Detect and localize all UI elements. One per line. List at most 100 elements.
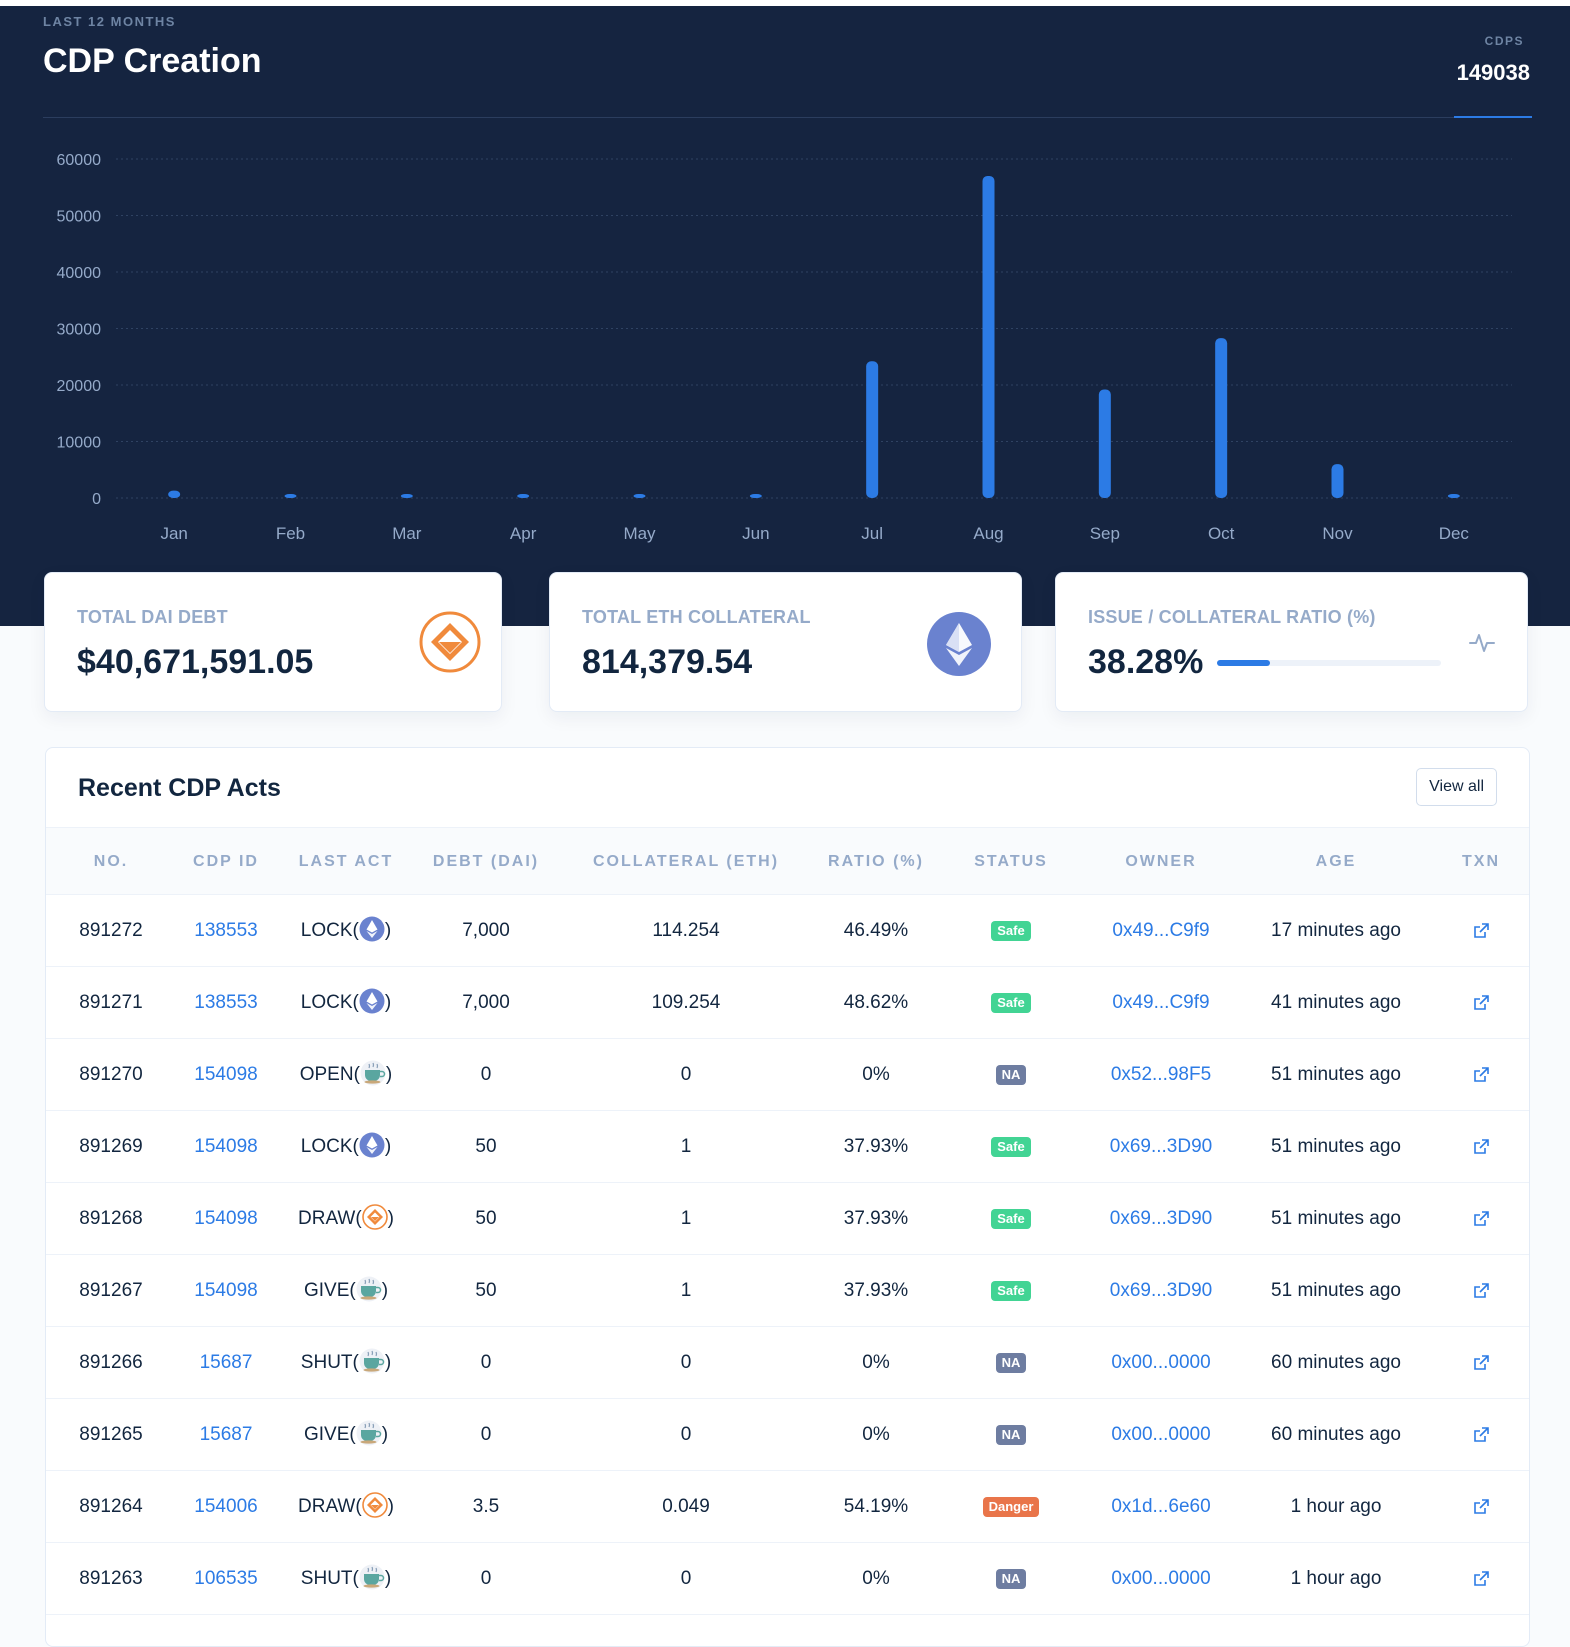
debt-cell: 50 xyxy=(475,1208,497,1229)
y-tick-label: 60000 xyxy=(57,152,102,169)
cdp-id-link[interactable]: 154098 xyxy=(194,1280,258,1301)
age-cell: 41 minutes ago xyxy=(1271,992,1401,1013)
debt-cell: 0 xyxy=(480,1424,492,1445)
y-tick-label: 30000 xyxy=(57,322,102,339)
y-tick-label: 0 xyxy=(92,491,101,508)
age-cell: 51 minutes ago xyxy=(1271,1064,1401,1085)
dai-icon xyxy=(419,611,481,673)
chart-header-section: LAST 12 MONTHS CDP Creation CDPS 149038 … xyxy=(0,6,1570,626)
col-header-cdp-id: CDP ID xyxy=(193,853,259,870)
owner-link[interactable]: 0x52...98F5 xyxy=(1110,1064,1212,1085)
coll-cell: 1 xyxy=(680,1136,692,1157)
bar-oct[interactable] xyxy=(1215,338,1228,498)
txn-cell[interactable] xyxy=(1446,1183,1516,1255)
cdp-id-link[interactable]: 15687 xyxy=(199,1352,253,1373)
stat-value: 38.28% xyxy=(1088,643,1204,681)
status-badge: NA xyxy=(995,1424,1027,1445)
owner-link[interactable]: 0x69...3D90 xyxy=(1109,1280,1213,1301)
txn-cell[interactable] xyxy=(1446,1543,1516,1615)
txn-cell[interactable] xyxy=(1446,895,1516,967)
table-row: 891265 15687 GIVE() 0 0 0% NA 0x00...0000 60 min… xyxy=(46,1399,1529,1471)
cdp-id-link[interactable]: 154098 xyxy=(194,1136,258,1157)
table-row: 891264 154006 DRAW() 3.5 0.049 54.19% Danger 0x… xyxy=(46,1471,1529,1543)
owner-link[interactable]: 0x69...3D90 xyxy=(1109,1208,1213,1229)
external-link-icon[interactable] xyxy=(1472,1138,1490,1156)
bar-jun[interactable] xyxy=(749,494,762,498)
external-link-icon[interactable] xyxy=(1472,1426,1490,1444)
owner-link[interactable]: 0x00...0000 xyxy=(1111,1424,1211,1445)
cdp-id-link[interactable]: 106535 xyxy=(194,1568,258,1589)
ratio-cell: 0% xyxy=(862,1568,890,1589)
bar-apr[interactable] xyxy=(517,494,530,498)
ratio-cell: 37.93% xyxy=(843,1208,909,1229)
x-tick-label: Jun xyxy=(742,524,769,543)
table-row: 891263 106535 SHUT() 0 0 0% NA 0x00...0000 1 hou… xyxy=(46,1543,1529,1615)
cdp-id-link[interactable]: 154098 xyxy=(194,1064,258,1085)
ratio-cell: 37.93% xyxy=(843,1136,909,1157)
bar-feb[interactable] xyxy=(284,494,297,498)
txn-cell[interactable] xyxy=(1446,1471,1516,1543)
txn-cell[interactable] xyxy=(1446,1111,1516,1183)
cdp-id-link[interactable]: 15687 xyxy=(199,1424,253,1445)
cdp-id-link[interactable]: 154006 xyxy=(194,1496,258,1517)
owner-link[interactable]: 0x69...3D90 xyxy=(1109,1136,1213,1157)
act-label: SHUT xyxy=(300,1568,353,1589)
external-link-icon[interactable] xyxy=(1472,1354,1490,1372)
bar-nov[interactable] xyxy=(1331,464,1344,498)
debt-cell: 50 xyxy=(475,1136,497,1157)
debt-cell: 0 xyxy=(480,1064,492,1085)
act-label: DRAW xyxy=(298,1496,356,1517)
bar-jan[interactable] xyxy=(168,490,181,498)
bar-jul[interactable] xyxy=(866,361,879,498)
cdp-id-link[interactable]: 138553 xyxy=(194,920,258,941)
bar-mar[interactable] xyxy=(400,494,413,498)
status-badge: Safe xyxy=(991,1280,1031,1301)
bar-may[interactable] xyxy=(633,494,646,498)
bar-aug[interactable] xyxy=(982,175,995,498)
table-row: 891271 138553 LOCK() 7,000 109.254 48.62% Safe… xyxy=(46,967,1529,1039)
owner-link[interactable]: 0x00...0000 xyxy=(1111,1352,1211,1373)
age-cell: 60 minutes ago xyxy=(1271,1424,1401,1445)
view-all-button[interactable]: View all xyxy=(1416,768,1497,806)
external-link-icon[interactable] xyxy=(1472,1570,1490,1588)
col-header-ratio: RATIO (%) xyxy=(828,853,924,870)
age-cell: 17 minutes ago xyxy=(1271,920,1401,941)
cdp-id-link[interactable]: 138553 xyxy=(194,992,258,1013)
external-link-icon[interactable] xyxy=(1472,994,1490,1012)
external-link-icon[interactable] xyxy=(1472,922,1490,940)
ratio-cell: 0% xyxy=(862,1424,890,1445)
owner-link[interactable]: 0x49...C9f9 xyxy=(1112,992,1210,1013)
cdp-id-link[interactable]: 154098 xyxy=(194,1208,258,1229)
txn-cell[interactable] xyxy=(1446,1039,1516,1111)
stat-card-dai-debt: TOTAL DAI DEBT $40,671,591.05 xyxy=(44,572,502,712)
txn-cell[interactable] xyxy=(1446,1399,1516,1471)
last-act-cell: GIVE() xyxy=(286,1399,406,1471)
external-link-icon[interactable] xyxy=(1472,1210,1490,1228)
age-cell: 51 minutes ago xyxy=(1271,1208,1401,1229)
eth-icon xyxy=(359,988,385,1014)
external-link-icon[interactable] xyxy=(1472,1066,1490,1084)
y-tick-label: 20000 xyxy=(57,378,102,395)
owner-link[interactable]: 0x1d...6e60 xyxy=(1111,1496,1211,1517)
no-cell: 891268 xyxy=(79,1208,143,1229)
bar-dec[interactable] xyxy=(1447,494,1460,498)
txn-cell[interactable] xyxy=(1446,1255,1516,1327)
table-row: 891266 15687 SHUT() 0 0 0% NA 0x00...0000 60 min… xyxy=(46,1327,1529,1399)
bar-sep[interactable] xyxy=(1098,389,1111,498)
tab-cdps-count[interactable]: 149038 xyxy=(1456,60,1530,85)
status-cell: Safe xyxy=(956,895,1066,967)
debt-cell: 0 xyxy=(480,1568,492,1589)
tab-cdps-label[interactable]: CDPS xyxy=(1484,34,1524,48)
act-label: OPEN xyxy=(299,1064,354,1085)
owner-link[interactable]: 0x49...C9f9 xyxy=(1112,920,1210,941)
external-link-icon[interactable] xyxy=(1472,1498,1490,1516)
status-badge: Safe xyxy=(991,920,1031,941)
status-badge: Safe xyxy=(991,992,1031,1013)
txn-cell[interactable] xyxy=(1446,967,1516,1039)
no-cell: 891270 xyxy=(79,1064,143,1085)
owner-link[interactable]: 0x00...0000 xyxy=(1111,1568,1211,1589)
cup-icon xyxy=(359,1348,385,1374)
txn-cell[interactable] xyxy=(1446,1327,1516,1399)
external-link-icon[interactable] xyxy=(1472,1282,1490,1300)
table-row: 891267 154098 GIVE() 50 1 37.93% Safe 0x69...3D… xyxy=(46,1255,1529,1327)
